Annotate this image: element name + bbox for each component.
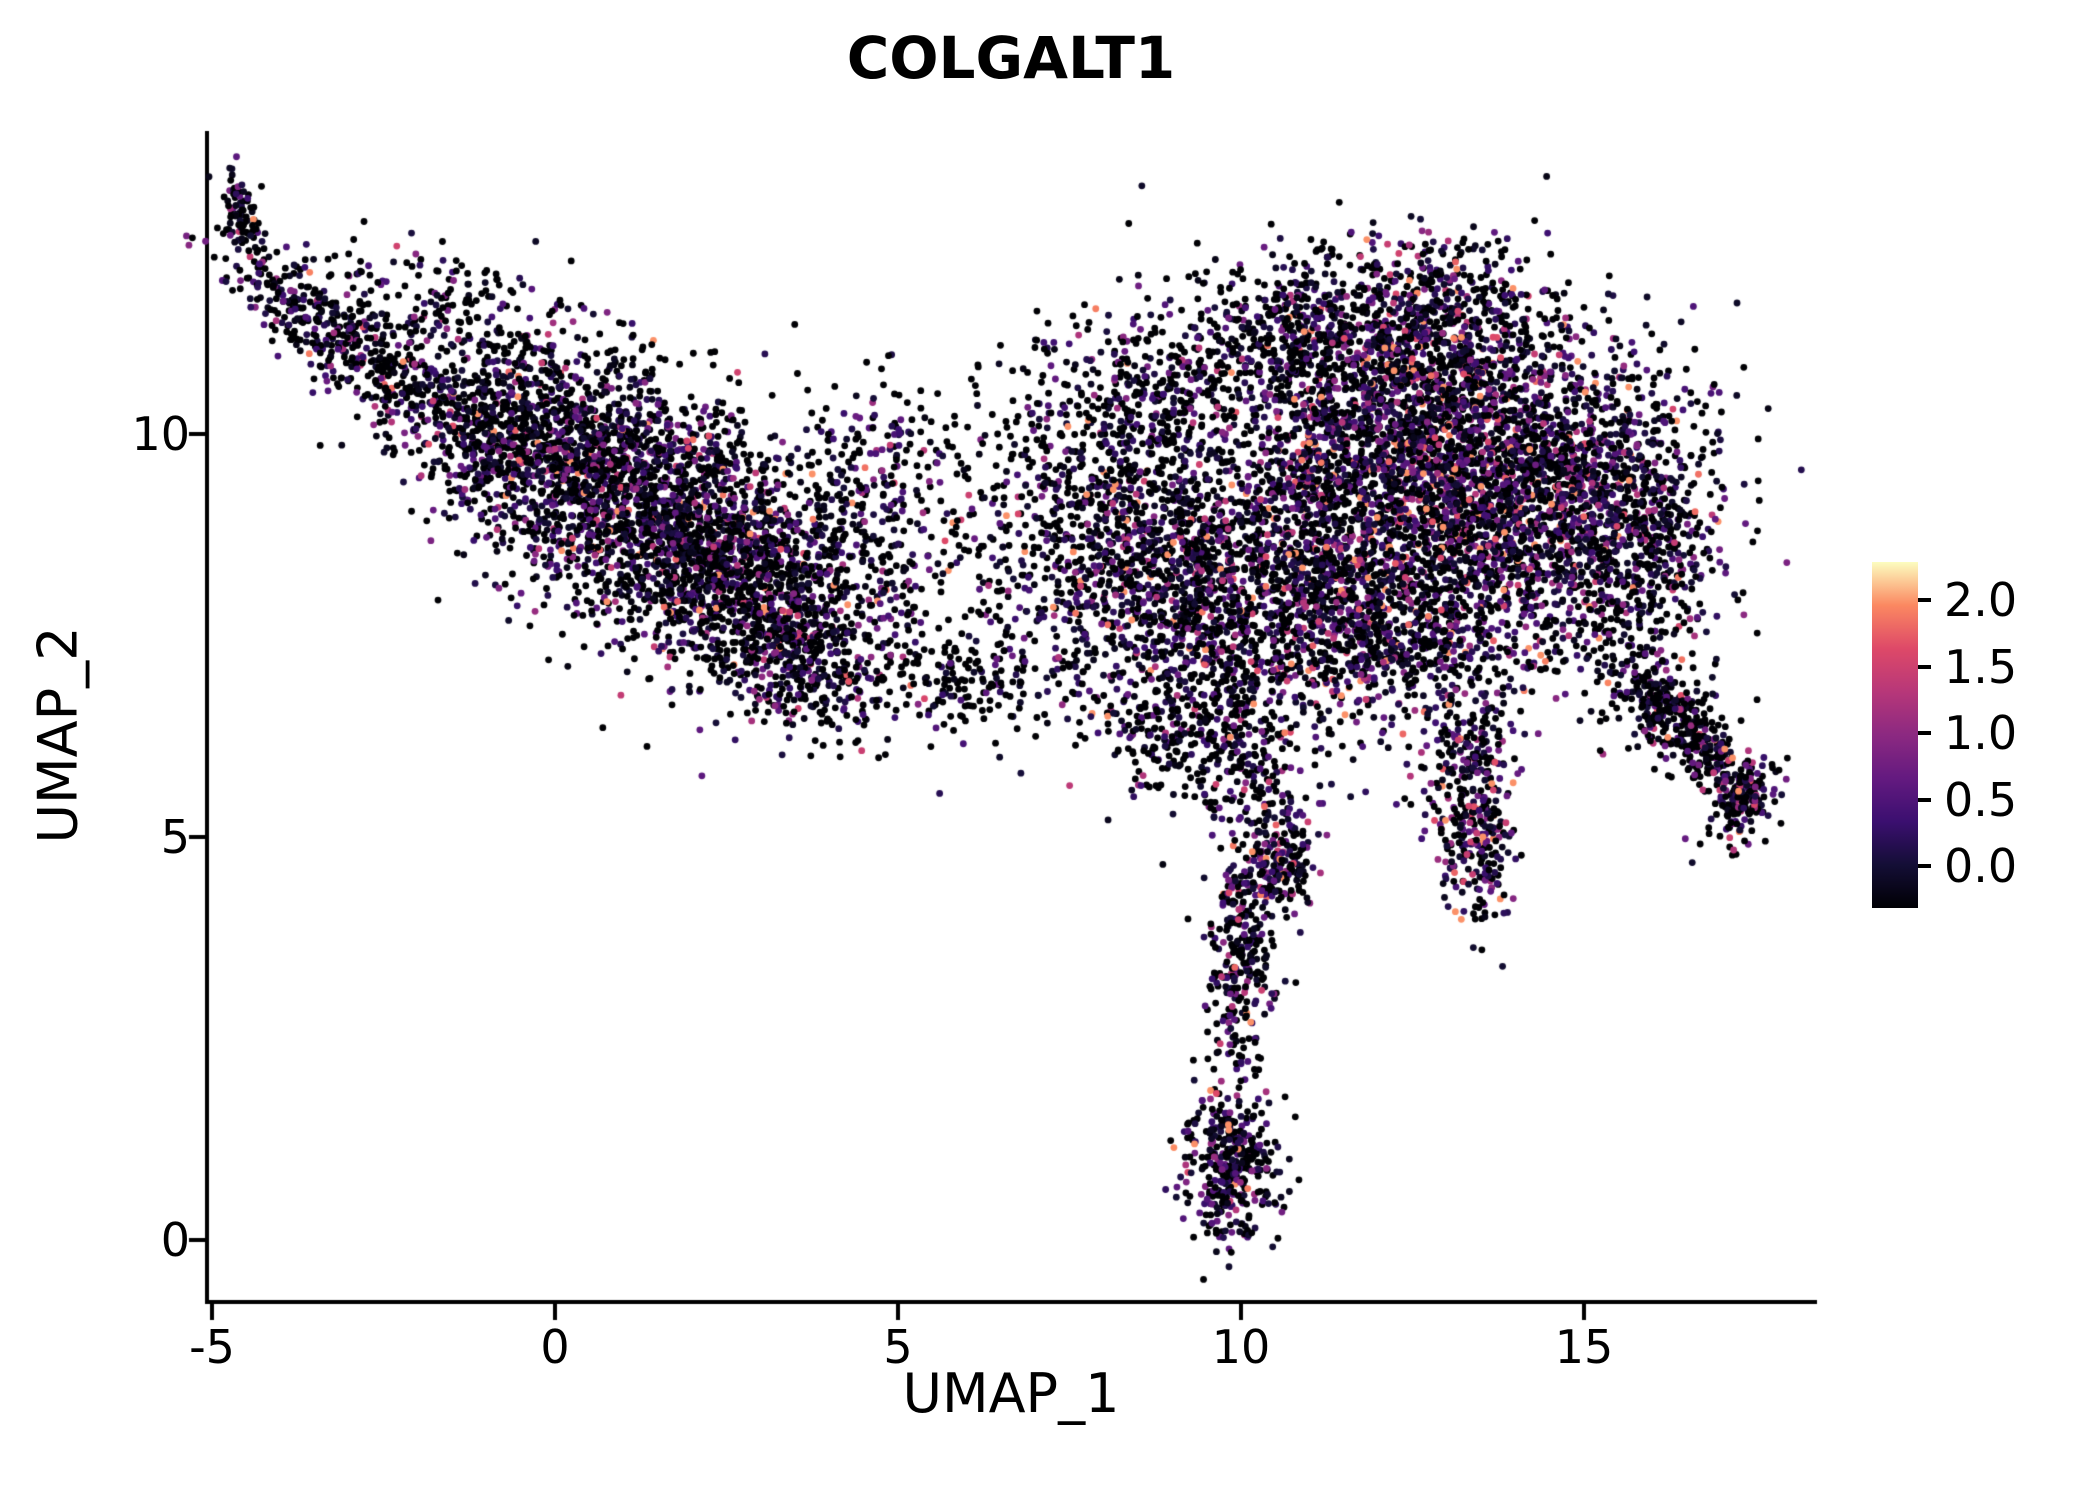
colorbar-gradient bbox=[1872, 562, 1918, 908]
colorbar-tick-label: 2.0 bbox=[1944, 573, 2018, 627]
y-tick-label: 10 bbox=[131, 407, 190, 461]
x-tick-label: 15 bbox=[1554, 1320, 1614, 1374]
x-tick-label: 0 bbox=[540, 1320, 570, 1374]
plot-title: COLGALT1 bbox=[846, 24, 1176, 92]
x-axis-label: UMAP_1 bbox=[902, 1362, 1120, 1425]
y-tick-label: 5 bbox=[160, 810, 190, 864]
x-tick-label: 5 bbox=[883, 1320, 913, 1374]
colorbar-tick-mark bbox=[1918, 664, 1931, 669]
colorbar-tick-mark bbox=[1918, 731, 1931, 735]
colorbar-tick-label: 0.5 bbox=[1944, 772, 2018, 827]
colorbar-tick-label: 1.0 bbox=[1944, 706, 2018, 760]
colorbar-tick-mark bbox=[1918, 598, 1931, 602]
y-tick-label: 0 bbox=[160, 1213, 190, 1267]
colorbar-tick-label: 1.5 bbox=[1944, 639, 2018, 694]
x-tick-label: 10 bbox=[1211, 1320, 1271, 1374]
x-tick-label: -5 bbox=[189, 1320, 235, 1374]
colorbar-tick-label: 0.0 bbox=[1944, 839, 2018, 893]
colorbar-tick-mark bbox=[1918, 797, 1931, 802]
colorbar-tick-mark bbox=[1918, 864, 1931, 868]
